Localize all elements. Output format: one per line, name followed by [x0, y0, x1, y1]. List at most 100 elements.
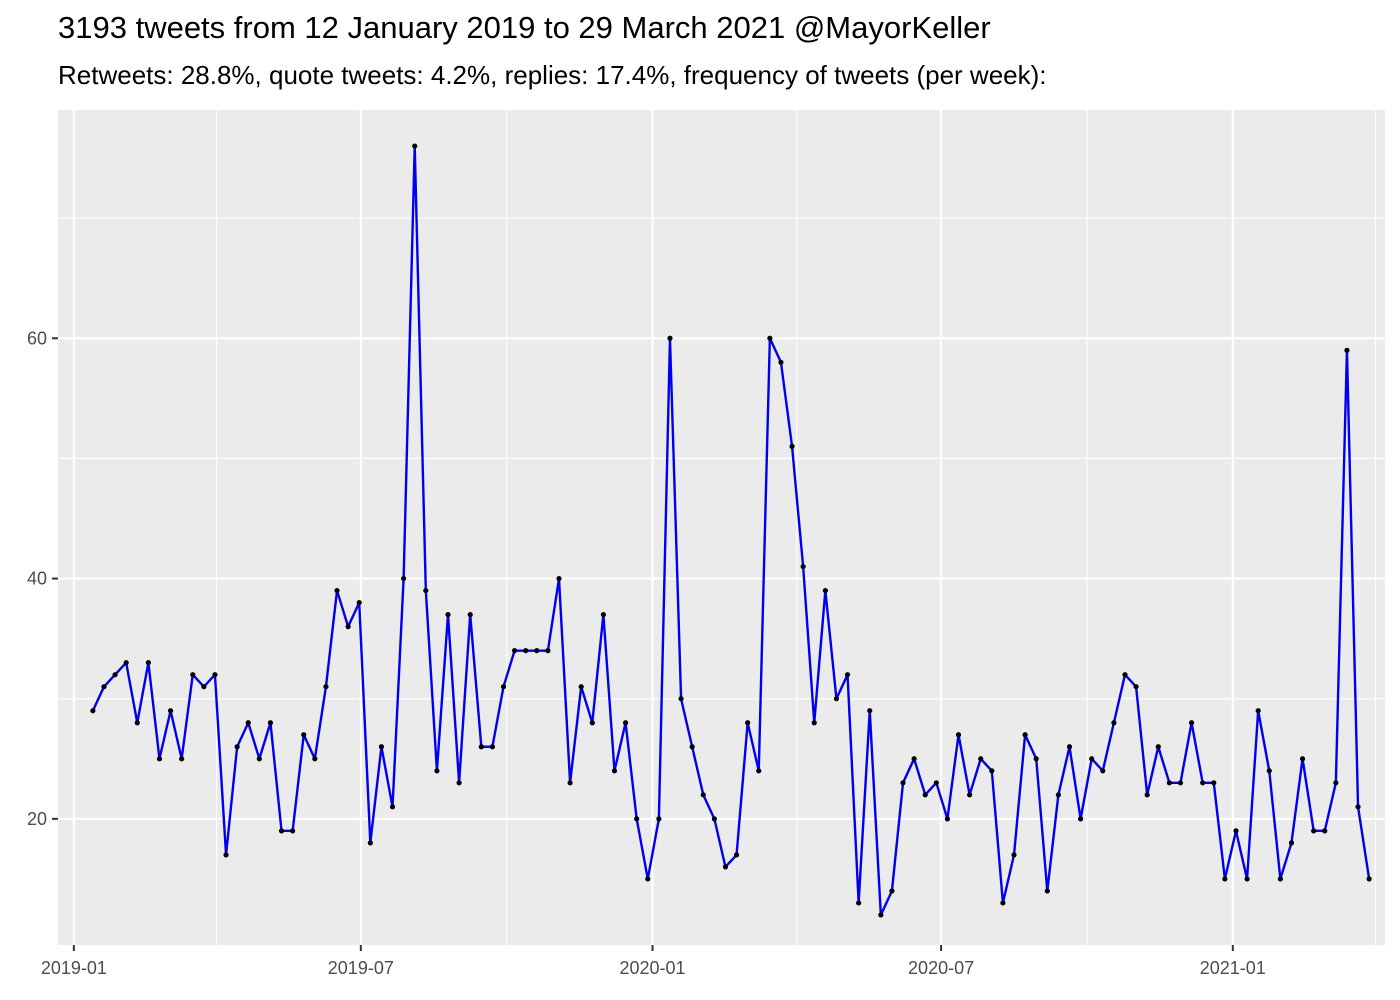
data-point: [1122, 672, 1128, 678]
data-point: [722, 864, 729, 870]
data-point: [811, 720, 817, 726]
data-point: [489, 744, 496, 750]
data-point: [301, 732, 307, 738]
data-point: [622, 720, 629, 726]
data-point: [401, 575, 407, 582]
data-point: [1000, 900, 1006, 906]
data-point: [1266, 768, 1272, 774]
minor-gridlines: [58, 110, 1385, 945]
y-tick-label: 20: [27, 809, 47, 829]
data-point: [1200, 780, 1206, 786]
data-point: [101, 684, 107, 690]
data-point: [1277, 876, 1283, 882]
data-point: [1089, 756, 1095, 762]
data-point: [278, 828, 285, 834]
x-tick-label: 2019-07: [328, 958, 394, 978]
data-point: [800, 563, 806, 570]
data-point: [767, 335, 773, 341]
data-point: [1166, 780, 1172, 786]
data-point: [1022, 732, 1028, 738]
y-tick-label: 40: [27, 569, 47, 589]
data-point: [478, 744, 484, 750]
data-point: [733, 852, 740, 858]
data-point: [611, 768, 618, 774]
data-point: [778, 359, 784, 365]
data-point: [700, 792, 706, 798]
data-point: [90, 708, 96, 714]
data-point: [634, 816, 640, 822]
data-point: [378, 744, 385, 750]
data-point: [423, 587, 429, 594]
series-line: [91, 144, 1371, 917]
data-point: [267, 720, 274, 726]
x-tick-label: 2021-01: [1200, 958, 1266, 978]
data-point: [1044, 888, 1050, 894]
data-point: [145, 660, 151, 666]
data-point: [323, 684, 329, 690]
data-point: [645, 876, 651, 882]
data-point: [1111, 720, 1117, 726]
data-point: [1177, 780, 1184, 786]
data-point: [223, 852, 229, 858]
data-point: [245, 720, 251, 726]
data-point: [112, 672, 118, 678]
data-point: [1144, 792, 1150, 798]
data-point: [545, 648, 551, 654]
data-point: [667, 335, 673, 341]
data-point: [578, 684, 584, 690]
data-point: [123, 660, 129, 666]
data-point: [833, 696, 840, 702]
data-point: [1078, 816, 1084, 822]
data-point: [1366, 876, 1372, 882]
data-point: [911, 756, 917, 762]
data-point: [234, 744, 240, 750]
data-point: [500, 684, 507, 690]
data-point: [856, 900, 862, 906]
data-point: [167, 708, 174, 714]
data-point: [190, 672, 196, 678]
data-point: [745, 720, 751, 726]
data-point: [467, 612, 473, 618]
data-point: [511, 648, 518, 654]
data-point: [256, 756, 262, 762]
data-point: [534, 648, 540, 654]
data-point: [367, 840, 373, 846]
data-point: [678, 696, 684, 702]
data-point: [134, 720, 140, 726]
data-point: [389, 804, 396, 810]
data-point: [878, 912, 884, 918]
data-point: [179, 756, 185, 762]
chart-subtitle: Retweets: 28.8%, quote tweets: 4.2%, rep…: [58, 60, 1047, 90]
data-point: [1055, 792, 1061, 798]
data-point: [1222, 876, 1228, 882]
data-point: [933, 780, 939, 786]
data-point: [944, 816, 951, 822]
data-point: [445, 612, 451, 618]
data-point: [1355, 804, 1361, 810]
data-point: [1211, 780, 1217, 786]
data-point: [1155, 744, 1161, 750]
data-point: [290, 828, 296, 834]
data-point: [1255, 708, 1261, 714]
data-point: [900, 780, 906, 786]
data-point: [1100, 768, 1106, 774]
data-point: [955, 732, 962, 738]
data-point: [600, 612, 606, 618]
data-point: [867, 708, 873, 714]
data-point: [456, 780, 462, 786]
data-point: [1011, 852, 1017, 858]
data-point: [334, 587, 340, 594]
data-point: [1333, 780, 1339, 786]
data-point: [201, 684, 207, 690]
data-point: [345, 624, 351, 630]
data-point: [1288, 840, 1295, 846]
data-point: [567, 780, 573, 786]
data-point: [1311, 828, 1317, 834]
data-point: [412, 143, 418, 149]
chart-title: 3193 tweets from 12 January 2019 to 29 M…: [58, 10, 991, 45]
data-point: [156, 756, 163, 762]
x-tick-label: 2020-07: [908, 958, 974, 978]
data-point: [523, 648, 529, 654]
data-point: [822, 587, 828, 594]
